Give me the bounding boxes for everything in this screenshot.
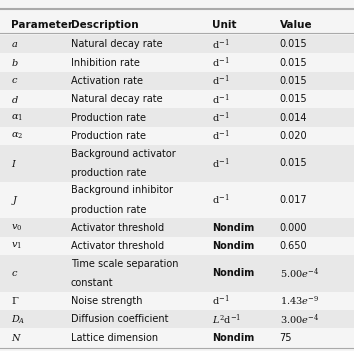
Text: $\alpha_2$: $\alpha_2$ [11, 131, 23, 141]
Text: Unit: Unit [212, 20, 237, 29]
Bar [0, 329, 354, 347]
Bar [0, 182, 354, 218]
Text: $d$: $d$ [11, 94, 18, 105]
Text: $\mathrm{d}^{-1}$: $\mathrm{d}^{-1}$ [212, 110, 230, 125]
Bar [0, 35, 354, 53]
Text: Nondim: Nondim [212, 241, 255, 251]
Text: $c$: $c$ [11, 269, 18, 278]
Text: $N$: $N$ [11, 332, 22, 343]
Bar [0, 237, 354, 255]
Text: 0.017: 0.017 [280, 195, 307, 205]
Text: $a$: $a$ [11, 40, 18, 49]
Text: constant: constant [71, 278, 113, 289]
Text: $\mathrm{d}^{-1}$: $\mathrm{d}^{-1}$ [212, 294, 230, 308]
Bar [0, 292, 354, 310]
Text: 0.020: 0.020 [280, 131, 307, 141]
Bar [0, 145, 354, 182]
Text: $\mathrm{d}^{-1}$: $\mathrm{d}^{-1}$ [212, 37, 230, 52]
Text: Diffusion coefficient: Diffusion coefficient [71, 314, 168, 324]
Text: 0.015: 0.015 [280, 94, 307, 104]
Text: Value: Value [280, 20, 312, 29]
Text: Natural decay rate: Natural decay rate [71, 39, 162, 49]
Text: $v_1$: $v_1$ [11, 241, 22, 251]
Text: $b$: $b$ [11, 57, 18, 68]
Bar [0, 90, 354, 108]
Bar [0, 310, 354, 329]
Text: $\mathrm{d}^{-1}$: $\mathrm{d}^{-1}$ [212, 193, 230, 207]
Text: Noise strength: Noise strength [71, 296, 142, 306]
Text: $I$: $I$ [11, 158, 17, 169]
Text: Activator threshold: Activator threshold [71, 241, 164, 251]
Text: $\mathrm{d}^{-1}$: $\mathrm{d}^{-1}$ [212, 74, 230, 88]
Text: $\mathrm{d}^{-1}$: $\mathrm{d}^{-1}$ [212, 92, 230, 107]
Text: Production rate: Production rate [71, 113, 146, 122]
Text: Activation rate: Activation rate [71, 76, 143, 86]
Text: Background inhibitor: Background inhibitor [71, 185, 173, 195]
Text: 0.650: 0.650 [280, 241, 307, 251]
Text: 75: 75 [280, 333, 292, 343]
Text: $D_A$: $D_A$ [11, 313, 25, 325]
Text: $v_0$: $v_0$ [11, 223, 22, 233]
Text: Time scale separation: Time scale separation [71, 259, 178, 269]
Text: 0.015: 0.015 [280, 76, 307, 86]
Text: Inhibition rate: Inhibition rate [71, 58, 140, 68]
Text: 0.000: 0.000 [280, 223, 307, 233]
Text: 0.014: 0.014 [280, 113, 307, 122]
Text: $\mathrm{d}^{-1}$: $\mathrm{d}^{-1}$ [212, 128, 230, 143]
Text: $\mathrm{d}^{-1}$: $\mathrm{d}^{-1}$ [212, 55, 230, 70]
Bar [0, 72, 354, 90]
Text: Activator threshold: Activator threshold [71, 223, 164, 233]
Text: $\Gamma$: $\Gamma$ [11, 296, 19, 306]
Bar [0, 108, 354, 127]
Text: Parameter: Parameter [11, 20, 73, 29]
Text: Nondim: Nondim [212, 223, 255, 233]
Text: Nondim: Nondim [212, 269, 255, 278]
Text: Natural decay rate: Natural decay rate [71, 94, 162, 104]
Bar [0, 218, 354, 237]
Text: $L^2\mathrm{d}^{-1}$: $L^2\mathrm{d}^{-1}$ [212, 312, 242, 326]
Text: Background activator: Background activator [71, 148, 176, 159]
Text: Lattice dimension: Lattice dimension [71, 333, 158, 343]
Bar [0, 53, 354, 72]
Text: $1.43e^{-9}$: $1.43e^{-9}$ [280, 294, 319, 307]
Text: $\mathrm{d}^{-1}$: $\mathrm{d}^{-1}$ [212, 156, 230, 171]
Text: Production rate: Production rate [71, 131, 146, 141]
Text: Description: Description [71, 20, 138, 29]
Text: $\alpha_1$: $\alpha_1$ [11, 112, 23, 123]
Text: $J$: $J$ [11, 194, 19, 207]
Text: production rate: production rate [71, 205, 146, 215]
Text: Nondim: Nondim [212, 333, 255, 343]
Text: $5.00e^{-4}$: $5.00e^{-4}$ [280, 266, 319, 281]
Text: 0.015: 0.015 [280, 58, 307, 68]
Bar [0, 255, 354, 292]
Text: 0.015: 0.015 [280, 158, 307, 168]
Text: $c$: $c$ [11, 77, 18, 85]
Bar [0, 127, 354, 145]
Text: $3.00e^{-4}$: $3.00e^{-4}$ [280, 312, 319, 326]
Text: production rate: production rate [71, 168, 146, 178]
Text: 0.015: 0.015 [280, 39, 307, 49]
